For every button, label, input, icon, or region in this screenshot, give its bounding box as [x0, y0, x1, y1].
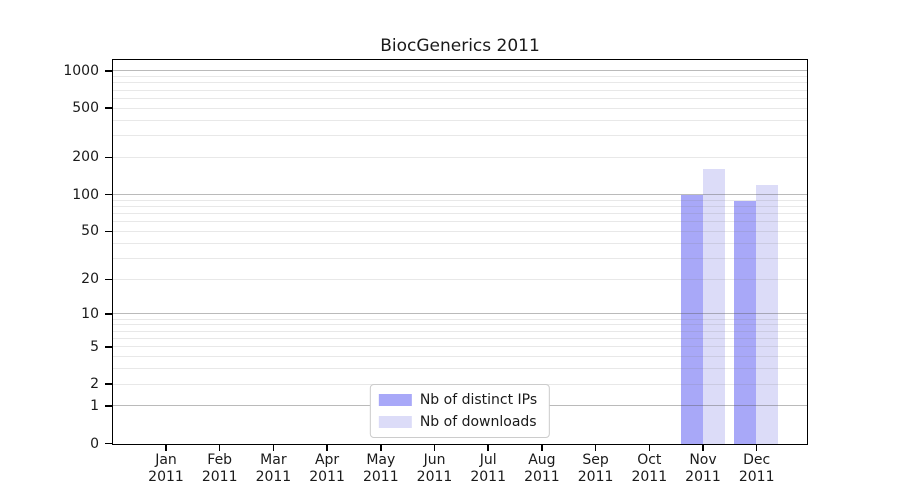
legend-swatch-downloads: [378, 416, 412, 428]
x-tick-aug-2011: [541, 445, 543, 451]
x-tick-label-dec-2011: Dec 2011: [738, 452, 775, 485]
gridline-minor-400: [113, 119, 807, 121]
x-tick-apr-2011: [326, 445, 328, 451]
x-tick-label-nov-2011: Nov 2011: [685, 452, 721, 485]
x-tick-label-aug-2011: Aug 2011: [524, 452, 560, 485]
x-tick-feb-2011: [218, 445, 221, 451]
x-tick-oct-2011: [648, 445, 651, 451]
bars-layer: [113, 60, 807, 444]
y-tick-label-2: 2: [90, 376, 99, 393]
bar-downloads-dec-2011: [756, 185, 779, 444]
y-tick-20: [105, 278, 112, 281]
y-tick-label-100: 100: [72, 186, 99, 203]
y-tick-2: [105, 383, 112, 385]
x-tick-dec-2011: [755, 445, 758, 451]
gridline-minor-6: [113, 338, 807, 340]
plot-area: Nb of distinct IPs Nb of downloads: [112, 59, 808, 445]
gridline-minor-5: [113, 346, 807, 348]
legend-label-downloads: Nb of downloads: [419, 414, 537, 430]
gridline-minor-60: [113, 221, 807, 223]
gridline-minor-700: [113, 89, 807, 91]
legend-item-ips: Nb of distinct IPs: [378, 392, 538, 408]
gridline-minor-300: [113, 135, 807, 137]
gridline-major-100: [113, 193, 807, 195]
y-tick-label-0: 0: [90, 435, 99, 452]
gridline-minor-30: [113, 257, 807, 259]
gridline-minor-8: [113, 324, 807, 326]
x-tick-mar-2011: [272, 445, 275, 451]
x-tick-label-feb-2011: Feb 2011: [201, 452, 238, 485]
y-tick-label-5: 5: [90, 338, 99, 355]
y-tick-100: [105, 193, 112, 196]
gridline-minor-600: [113, 97, 807, 99]
gridline-minor-800: [113, 82, 807, 84]
y-tick-200: [105, 156, 112, 159]
x-tick-label-mar-2011: Mar 2011: [255, 452, 292, 485]
legend: Nb of distinct IPs Nb of downloads: [369, 384, 551, 438]
bar-ips-nov-2011: [680, 195, 703, 444]
x-tick-label-jul-2011: Jul 2011: [470, 452, 506, 485]
y-tick-50: [105, 230, 112, 233]
gridline-minor-90: [113, 199, 807, 201]
y-tick-label-20: 20: [81, 271, 99, 288]
y-tick-label-1000: 1000: [63, 62, 99, 79]
y-tick-5: [105, 346, 112, 348]
gridline-major-1000: [113, 69, 807, 72]
gridline-minor-7: [113, 330, 807, 332]
x-tick-may-2011: [380, 445, 382, 451]
gridline-minor-80: [113, 205, 807, 207]
gridline-minor-70: [113, 213, 807, 215]
chart-title: BiocGenerics 2011: [380, 36, 540, 56]
gridline-minor-3: [113, 368, 807, 370]
x-tick-nov-2011: [702, 445, 704, 451]
y-tick-10: [105, 313, 112, 315]
gridline-minor-200: [113, 156, 807, 158]
y-tick-label-1: 1: [90, 398, 99, 415]
bar-ips-dec-2011: [734, 200, 757, 444]
bar-downloads-nov-2011: [702, 168, 725, 444]
y-tick-label-200: 200: [72, 149, 99, 166]
y-tick-label-500: 500: [72, 100, 99, 117]
y-tick-label-10: 10: [81, 306, 99, 323]
x-tick-jul-2011: [487, 445, 489, 451]
y-tick-0: [105, 442, 112, 445]
x-tick-sep-2011: [594, 445, 597, 451]
y-tick-500: [105, 107, 112, 109]
gridline-minor-900: [113, 76, 807, 78]
gridline-minor-500: [113, 107, 807, 109]
gridline-minor-9: [113, 318, 807, 320]
x-tick-label-sep-2011: Sep 2011: [577, 452, 614, 485]
legend-item-downloads: Nb of downloads: [378, 414, 537, 430]
legend-label-ips: Nb of distinct IPs: [419, 392, 538, 408]
x-tick-label-jun-2011: Jun 2011: [416, 452, 453, 485]
x-tick-jan-2011: [165, 445, 167, 451]
x-tick-label-jan-2011: Jan 2011: [148, 452, 184, 485]
y-tick-1000: [105, 70, 112, 72]
y-tick-1: [105, 405, 112, 407]
x-tick-label-oct-2011: Oct 2011: [631, 452, 668, 485]
gridline-minor-4: [113, 356, 807, 358]
x-tick-jun-2011: [433, 445, 436, 451]
gridline-minor-20: [113, 278, 807, 280]
x-tick-label-may-2011: May 2011: [362, 452, 399, 485]
gridline-minor-50: [113, 230, 807, 232]
gridline-minor-40: [113, 242, 807, 244]
gridline-major-10: [113, 313, 807, 315]
x-tick-label-apr-2011: Apr 2011: [309, 452, 345, 485]
legend-swatch-ips: [378, 394, 412, 406]
y-tick-label-50: 50: [81, 223, 99, 240]
